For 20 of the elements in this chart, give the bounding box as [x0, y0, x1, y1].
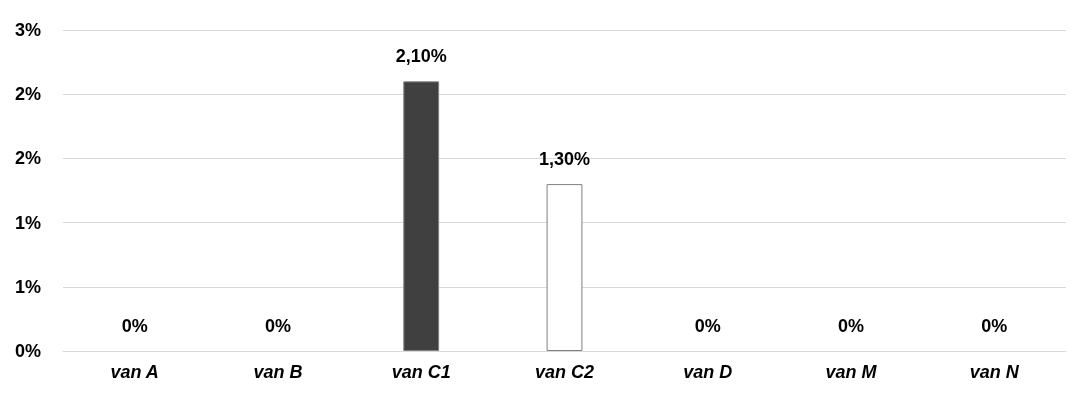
x-tick-label: van C2: [534, 362, 595, 382]
y-tick-label: 1%: [14, 276, 41, 297]
x-tick-label: van C1: [391, 362, 451, 382]
data-label: 0%: [838, 316, 865, 336]
x-tick-label: van B: [253, 362, 303, 382]
y-tick-label: 2%: [14, 148, 41, 169]
data-label: 0%: [694, 316, 721, 336]
y-tick-label: 3%: [14, 20, 41, 40]
x-tick-label: van D: [683, 362, 733, 382]
x-tick-label: van M: [825, 362, 878, 382]
data-label: 0%: [121, 316, 148, 336]
data-label: 1,30%: [538, 149, 591, 170]
x-tick-label: van N: [969, 362, 1020, 382]
data-label: 0%: [981, 316, 1008, 336]
x-tick-label: van A: [110, 362, 159, 382]
data-label: 0%: [264, 316, 291, 336]
y-tick-label: 1%: [14, 212, 41, 233]
data-label: 2,10%: [395, 46, 447, 67]
y-tick-label: 0%: [14, 341, 41, 361]
y-tick-label: 2%: [14, 84, 41, 105]
